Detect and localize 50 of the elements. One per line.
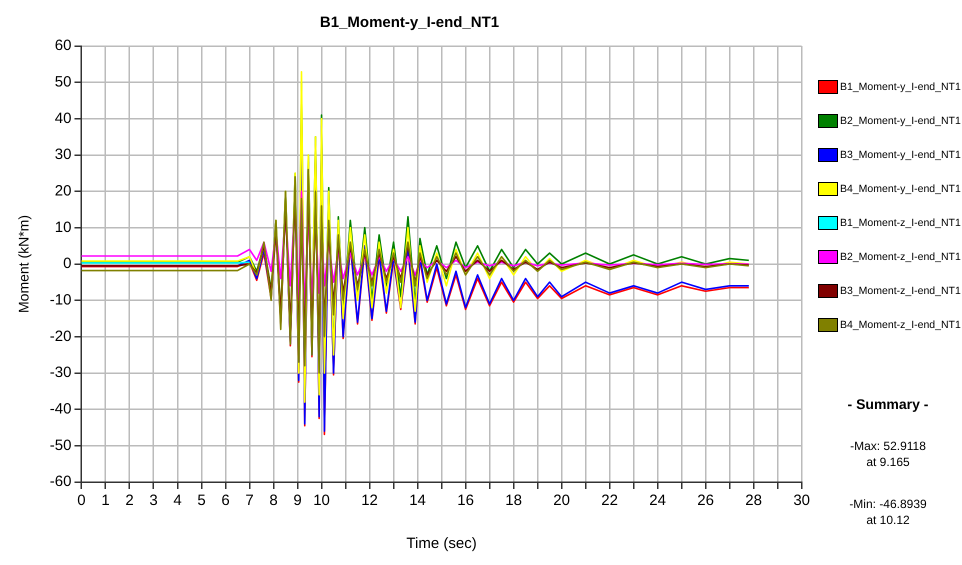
text: at 9.165 [865,454,911,470]
y-tick-label: 50 [54,73,72,90]
text: -Max: 52.9118 [849,438,927,454]
y-tick-label: 30 [54,146,72,164]
x-tick-label: 5 [197,492,206,510]
x-tick-label: 10 [313,492,330,510]
text: - Summary - [846,396,930,412]
y-tick-label: -20 [50,328,72,345]
x-tick-label: 6 [221,492,230,510]
x-axis-title: Time (sec) [406,535,477,552]
legend-label: B3_Moment-y_I-end_NT1 [840,149,961,161]
legend-label: B2_Moment-z_I-end_NT1 [840,251,961,263]
legend-label: B1_Moment-z_I-end_NT1 [840,217,961,229]
x-tick-label: 1 [101,492,110,510]
x-tick-label: 9 [293,492,302,510]
y-tick-label: -50 [50,436,72,454]
legend-label: B4_Moment-z_I-end_NT1 [840,319,961,331]
y-tick-label: -40 [50,400,72,418]
legend-label: B1_Moment-y_I-end_NT1 [840,81,961,93]
legend-label: B2_Moment-y_I-end_NT1 [840,115,961,127]
x-tick-label: 3 [149,492,158,510]
x-tick-label: 8 [269,492,278,510]
x-tick-label: 2 [125,492,134,510]
x-tick-label: 16 [457,492,474,510]
text: at 10.12 [865,512,911,528]
x-tick-label: 20 [553,492,570,510]
x-tick-label: 18 [505,492,522,510]
chart-title: B1_Moment-y_I-end_NT1 [320,14,500,32]
x-tick-label: 28 [745,492,762,510]
legend-label: B4_Moment-y_I-end_NT1 [840,183,961,195]
y-tick-label: -30 [50,364,72,382]
y-tick-label: 20 [54,182,72,200]
legend-label: B3_Moment-z_I-end_NT1 [840,285,961,297]
y-tick-label: 60 [54,37,72,54]
y-tick-label: -60 [50,473,72,490]
x-tick-label: 7 [245,492,254,510]
x-tick-label: 12 [361,492,378,510]
x-tick-label: 26 [697,492,714,510]
x-tick-label: 4 [173,492,182,510]
x-tick-label: 0 [77,492,86,510]
y-tick-label: 0 [63,255,72,272]
x-tick-label: 30 [793,492,810,510]
y-tick-label: -10 [50,291,72,308]
x-tick-label: 24 [649,492,666,510]
x-tick-label: 22 [601,492,618,510]
y-tick-label: 40 [54,110,72,127]
y-tick-label: 10 [54,218,72,236]
y-axis-title: Moment (kN*m) [15,214,32,314]
text: -Min: -46.8939 [848,496,928,512]
x-tick-label: 14 [409,492,426,510]
